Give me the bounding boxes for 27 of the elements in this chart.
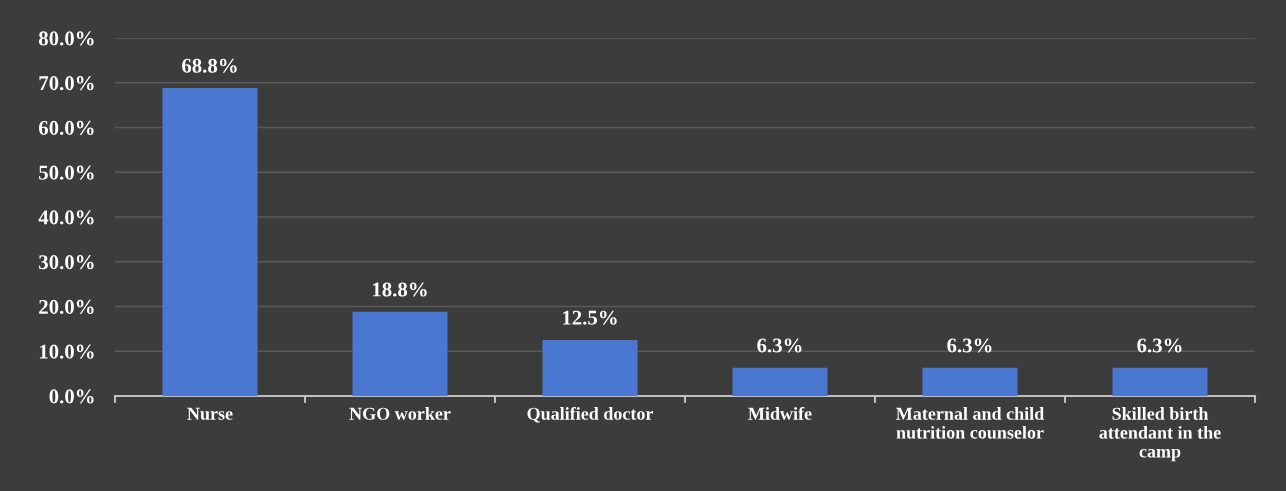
y-tick-label: 70.0% bbox=[39, 76, 94, 91]
x-tick-label: Qualified doctor bbox=[527, 406, 654, 423]
x-tick-label: Maternal and child nutrition counselor bbox=[896, 407, 1045, 439]
y-tick-label: 60.0% bbox=[38, 120, 94, 136]
bar bbox=[1112, 367, 1208, 396]
x-tick-label: Midwife bbox=[748, 406, 812, 420]
bar bbox=[922, 367, 1018, 396]
data-label: 6.3% bbox=[947, 338, 992, 353]
y-tick-label: 30.0% bbox=[39, 255, 94, 270]
x-tick-label: Nurse bbox=[187, 407, 233, 420]
bar bbox=[352, 311, 448, 396]
y-tick-label: 20.0% bbox=[39, 299, 94, 315]
data-label: 18.8% bbox=[373, 282, 427, 297]
y-tick-label: 10.0% bbox=[39, 344, 94, 359]
data-label: 12.5% bbox=[563, 310, 617, 325]
bar bbox=[732, 367, 828, 396]
x-tick-label: NGO worker bbox=[349, 407, 451, 420]
data-label: 6.3% bbox=[757, 338, 802, 353]
bar bbox=[542, 340, 638, 396]
x-tick-label: Skilled birth attendant in the camp bbox=[1099, 407, 1221, 462]
y-tick-label: 80.0% bbox=[38, 31, 94, 46]
y-tick-label: 50.0% bbox=[39, 165, 94, 180]
y-tick-label: 0.0% bbox=[49, 389, 94, 404]
bar bbox=[162, 88, 258, 396]
data-label: 6.3% bbox=[1137, 338, 1182, 353]
data-label: 68.8% bbox=[182, 58, 237, 73]
y-tick-label: 40.0% bbox=[38, 210, 94, 225]
